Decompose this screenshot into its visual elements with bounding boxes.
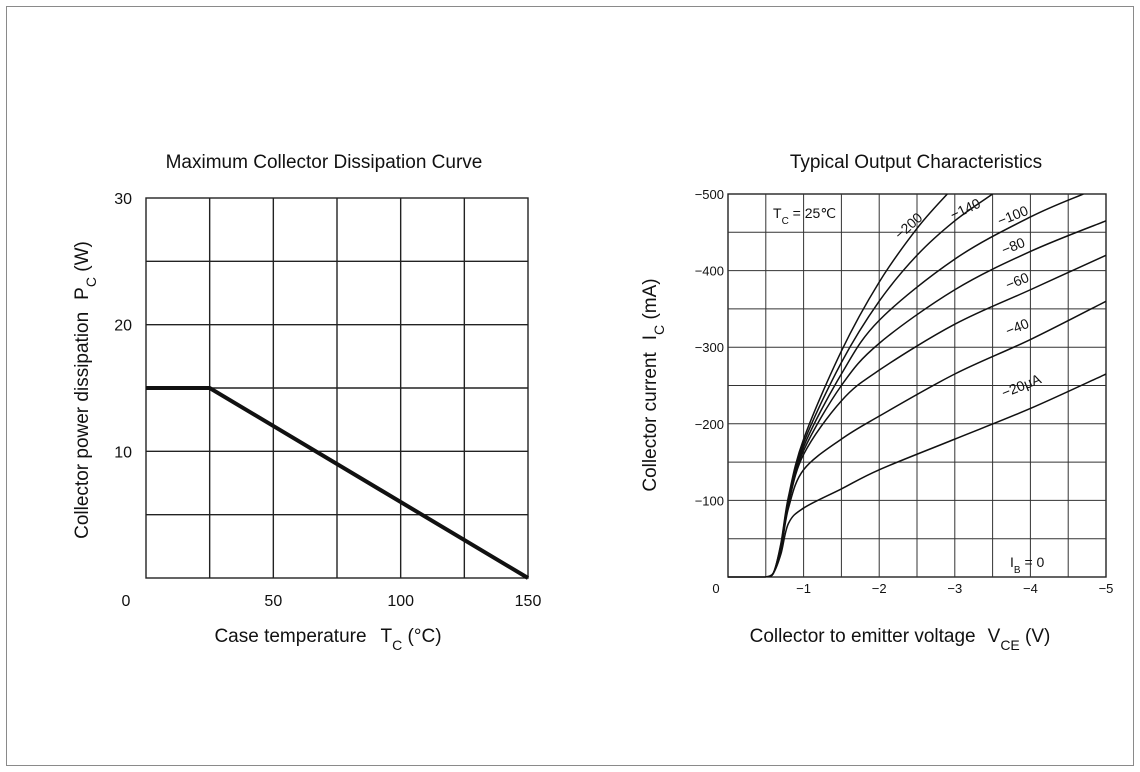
x-tick-label: 50 xyxy=(264,593,282,610)
output-curve xyxy=(765,220,1106,577)
output-series-labels: −20μA−40−60−80−100−140−200 xyxy=(891,195,1044,401)
y-tick-label: 10 xyxy=(114,444,132,461)
x-tick-label: 0 xyxy=(122,593,131,610)
output-curve xyxy=(765,254,1106,577)
output-chart-title: Typical Output Characteristics xyxy=(790,152,1042,173)
x-tick-label: −2 xyxy=(872,581,887,596)
y-tick-label: −300 xyxy=(695,340,724,355)
x-tick-label: 100 xyxy=(387,593,414,610)
dissipation-y-axis-label: Collector power dissipationPC (W) xyxy=(72,241,99,539)
dissipation-tick-labels: 0 50 100 150 10 20 30 xyxy=(114,191,541,610)
dissipation-series xyxy=(146,386,530,580)
dissipation-grid xyxy=(145,197,529,579)
y-tick-label: 20 xyxy=(114,318,132,335)
x-tick-label: −1 xyxy=(796,581,811,596)
ib-zero-annotation: IB = 0 xyxy=(1010,554,1045,576)
x-tick-label: 150 xyxy=(515,593,542,610)
output-tick-labels: 0 −1 −2 −3 −4 −5 −100 −200 −300 −400 −500 xyxy=(695,187,1114,596)
x-tick-label: −3 xyxy=(947,581,962,596)
page-frame xyxy=(6,6,1134,766)
x-tick-label: −4 xyxy=(1023,581,1038,596)
series-label: −40 xyxy=(1003,315,1031,339)
output-characteristics-chart: Typical Output Characteristics 0 −1 −2 −3 −4… xyxy=(640,152,1113,653)
output-grid xyxy=(727,193,1107,578)
series-label: −100 xyxy=(995,202,1030,229)
output-x-axis-label: Collector to emitter voltage VCE (V) xyxy=(750,626,1051,653)
output-series xyxy=(728,194,1106,578)
dissipation-chart-title: Maximum Collector Dissipation Curve xyxy=(166,152,483,173)
y-tick-label: 30 xyxy=(114,191,132,208)
series-label: −60 xyxy=(1003,269,1031,293)
output-curve xyxy=(765,194,948,577)
x-tick-label: 0 xyxy=(712,581,719,596)
y-tick-label: −400 xyxy=(695,264,724,279)
dissipation-x-axis-label: Case temperature TC (°C) xyxy=(214,626,441,653)
output-curve xyxy=(765,300,1106,577)
series-label: −20μA xyxy=(999,370,1044,400)
y-tick-label: −200 xyxy=(695,417,724,432)
y-tick-label: −500 xyxy=(695,187,724,202)
y-tick-label: −100 xyxy=(695,493,724,508)
temperature-annotation: TC = 25℃ xyxy=(773,205,836,227)
output-y-axis-label: Collector currentIC (mA) xyxy=(640,278,667,491)
x-tick-label: −5 xyxy=(1099,581,1114,596)
series-label: −200 xyxy=(891,209,925,242)
dissipation-line xyxy=(146,386,530,580)
series-label: −140 xyxy=(948,195,984,223)
dissipation-chart: Maximum Collector Dissipation Curve 0 50 1… xyxy=(72,152,541,653)
